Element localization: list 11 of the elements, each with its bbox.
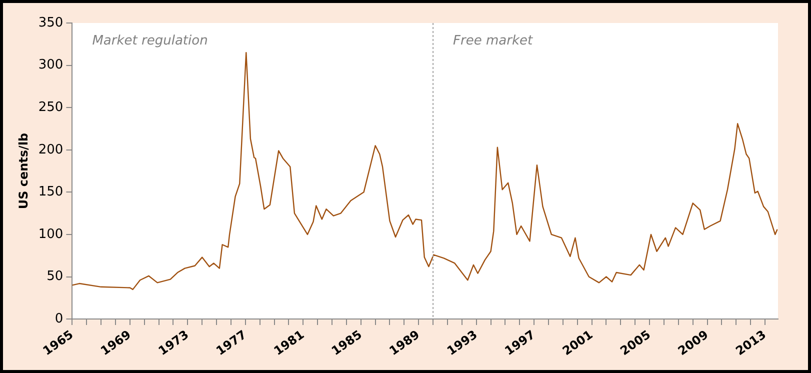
y-tick-label: 0	[54, 311, 64, 326]
annotation: Free market	[453, 33, 534, 48]
y-tick-label: 300	[38, 58, 64, 73]
y-tick-label: 50	[46, 269, 64, 284]
y-axis-title: US cents/lb	[16, 132, 30, 210]
y-tick-label: 100	[38, 226, 64, 242]
y-tick-label: 250	[38, 100, 64, 115]
y-tick-label: 150	[38, 184, 64, 200]
annotation: Market regulation	[92, 33, 208, 48]
y-tick-label: 350	[38, 15, 64, 30]
y-tick-label: 200	[38, 142, 64, 158]
